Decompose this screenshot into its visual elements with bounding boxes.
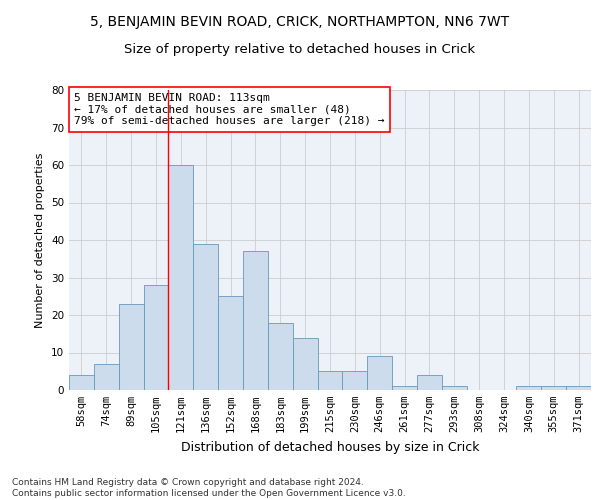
Bar [442,386,467,390]
Bar [367,356,392,390]
Bar [218,296,243,390]
Y-axis label: Number of detached properties: Number of detached properties [35,152,46,328]
Bar [193,244,218,390]
Text: Size of property relative to detached houses in Crick: Size of property relative to detached ho… [124,42,476,56]
Text: 5, BENJAMIN BEVIN ROAD, CRICK, NORTHAMPTON, NN6 7WT: 5, BENJAMIN BEVIN ROAD, CRICK, NORTHAMPT… [91,15,509,29]
Bar [517,386,541,390]
Bar [169,165,193,390]
Bar [243,251,268,390]
Bar [143,285,169,390]
Bar [417,375,442,390]
Bar [119,304,143,390]
Bar [293,338,317,390]
Bar [69,375,94,390]
Bar [268,322,293,390]
Bar [94,364,119,390]
Bar [392,386,417,390]
Bar [343,371,367,390]
Bar [566,386,591,390]
Text: Contains HM Land Registry data © Crown copyright and database right 2024.
Contai: Contains HM Land Registry data © Crown c… [12,478,406,498]
X-axis label: Distribution of detached houses by size in Crick: Distribution of detached houses by size … [181,440,479,454]
Bar [317,371,343,390]
Bar [541,386,566,390]
Text: 5 BENJAMIN BEVIN ROAD: 113sqm
← 17% of detached houses are smaller (48)
79% of s: 5 BENJAMIN BEVIN ROAD: 113sqm ← 17% of d… [74,93,385,126]
